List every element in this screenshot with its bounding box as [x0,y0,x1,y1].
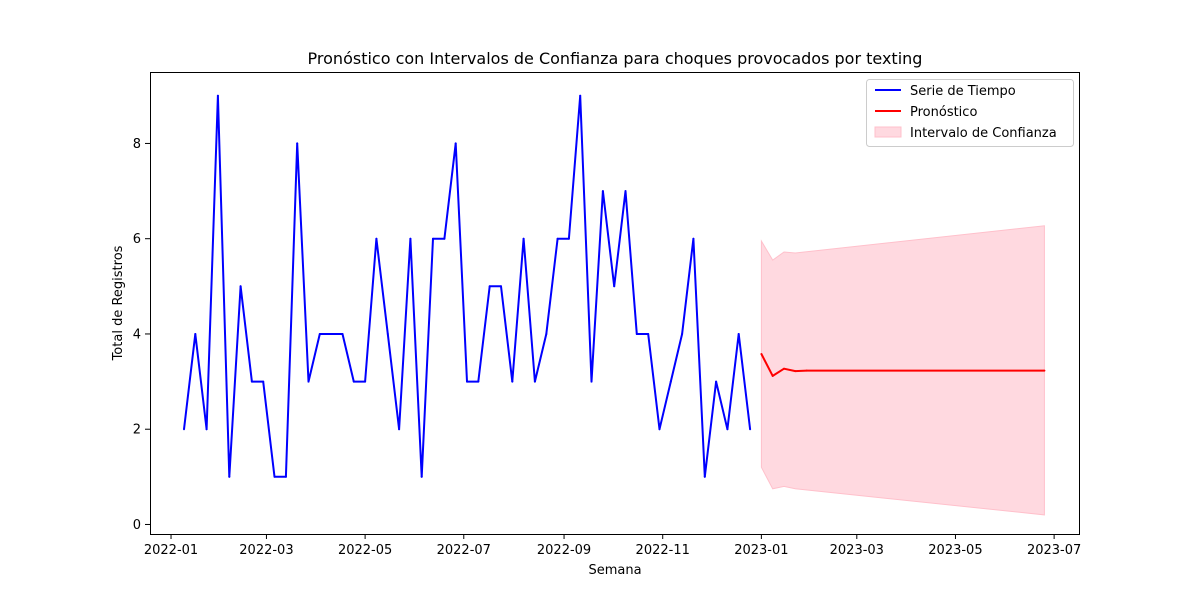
time-series-point [533,380,536,383]
time-series-point [658,428,661,431]
legend-label-series: Serie de Tiempo [910,84,1016,99]
time-series-point [183,428,185,431]
forecast-point [760,353,763,355]
time-series-point [500,285,502,288]
y-tick-label: 4 [133,327,141,342]
time-series-point [262,380,265,383]
time-series-point [386,333,389,335]
time-series-point [624,190,627,193]
time-series-point [647,333,650,335]
time-series-point [567,237,570,240]
time-series-point [511,380,514,383]
legend: Serie de Tiempo Pronóstico Intervalo de … [866,79,1074,147]
forecast-point [805,369,808,372]
time-series-point [216,94,219,97]
x-tick-label: 2022-07 [437,543,491,558]
y-tick-label: 8 [133,137,141,152]
time-series-point [749,428,752,431]
time-series-point [250,380,253,383]
time-series-point [194,333,197,335]
x-axis-label: Semana [588,563,641,578]
x-axis: 2022-01 2022-03 2022-05 2022-07 2022-09 2022-… [144,534,1081,558]
time-series-point [737,333,740,335]
time-series-point [307,380,310,383]
y-tick-label: 0 [133,518,141,533]
time-series-point [239,285,242,288]
x-tick-label: 2022-03 [239,543,293,558]
forecast-point [771,374,774,377]
time-series-point [477,380,480,383]
time-series-point [296,142,299,145]
time-series-point [692,237,695,240]
time-series-point [635,333,638,335]
y-tick-label: 6 [133,232,141,247]
time-series-point [466,380,468,383]
time-series-point [715,380,718,383]
x-tick-label: 2022-05 [338,543,392,558]
x-tick-label: 2022-01 [144,543,198,558]
time-series-point [590,380,593,383]
legend-swatch-interval [874,126,902,138]
x-tick-label: 2023-01 [734,543,788,558]
forecast-point [1043,369,1046,372]
time-series-point [454,142,457,145]
time-series-point [613,285,616,288]
x-tick-label: 2023-03 [830,543,884,558]
time-series-point [352,380,355,383]
legend-label-interval: Intervalo de Confianza [910,126,1057,141]
y-axis-label: Total de Registros [111,245,126,361]
axes-frame [150,72,1080,535]
time-series-point [669,380,672,383]
x-tick-label: 2022-09 [537,543,591,558]
time-series-point [579,94,582,97]
y-tick-label: 2 [133,423,141,438]
legend-label-forecast: Pronóstico [910,105,977,120]
time-series-point [545,333,548,335]
time-series-point [601,190,604,193]
forecast-point [794,370,797,373]
chart-title: Pronóstico con Intervalos de Confianza p… [308,49,923,68]
time-series-point [726,428,729,431]
time-series-point [488,285,491,288]
time-series-point [420,475,423,478]
time-series-point [330,333,333,335]
time-series-point [681,333,684,335]
time-series-point [398,428,401,431]
time-series-point [205,428,208,431]
forecast-line [760,353,1045,377]
y-axis: 0 2 4 6 8 [133,137,150,533]
time-series-point [273,475,276,478]
time-series-point [284,475,287,478]
time-series-point [364,380,367,383]
time-series-point [556,237,559,240]
x-tick-label: 2023-07 [1027,543,1081,558]
time-series-point [522,237,525,240]
time-series-point [432,237,434,240]
x-tick-label: 2022-11 [636,543,690,558]
time-series-point [409,237,412,240]
time-series-point [341,333,344,335]
time-series-point [375,237,378,240]
plot-area [183,94,1046,516]
forecast-point [783,367,785,370]
time-series-point [228,475,231,478]
time-series-point [703,475,706,478]
legend-frame [866,79,1074,147]
time-series-point [318,333,321,335]
time-series-point [443,237,446,240]
x-tick-label: 2023-05 [928,543,982,558]
